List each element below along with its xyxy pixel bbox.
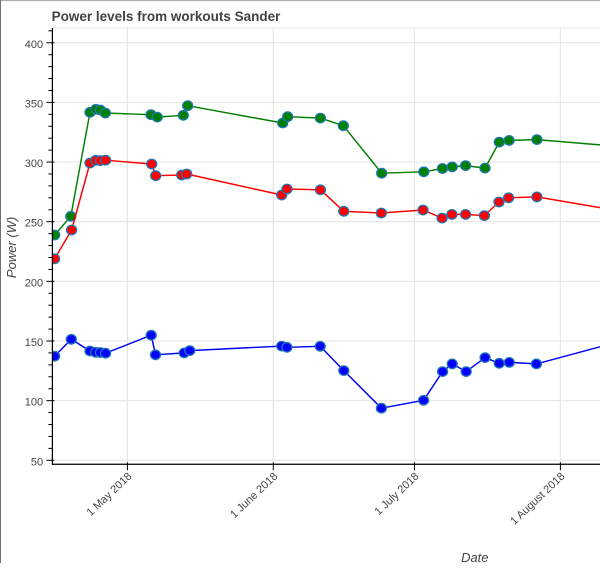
svg-text:Power (W): Power (W)	[4, 217, 19, 278]
svg-text:250: 250	[25, 218, 43, 230]
svg-text:Power levels from workouts San: Power levels from workouts Sander	[52, 9, 282, 24]
svg-text:1 May 2018: 1 May 2018	[85, 470, 135, 518]
svg-text:50: 50	[31, 456, 43, 468]
svg-text:100: 100	[25, 397, 43, 409]
svg-text:400: 400	[25, 39, 43, 51]
svg-text:1 July 2018: 1 July 2018	[372, 470, 421, 517]
svg-text:200: 200	[25, 277, 43, 289]
svg-text:Date: Date	[461, 550, 488, 565]
svg-text:1 June 2018: 1 June 2018	[228, 470, 280, 520]
svg-text:350: 350	[25, 98, 43, 110]
svg-text:150: 150	[25, 337, 43, 349]
svg-text:300: 300	[25, 158, 43, 170]
svg-text:1 August 2018: 1 August 2018	[508, 470, 567, 527]
